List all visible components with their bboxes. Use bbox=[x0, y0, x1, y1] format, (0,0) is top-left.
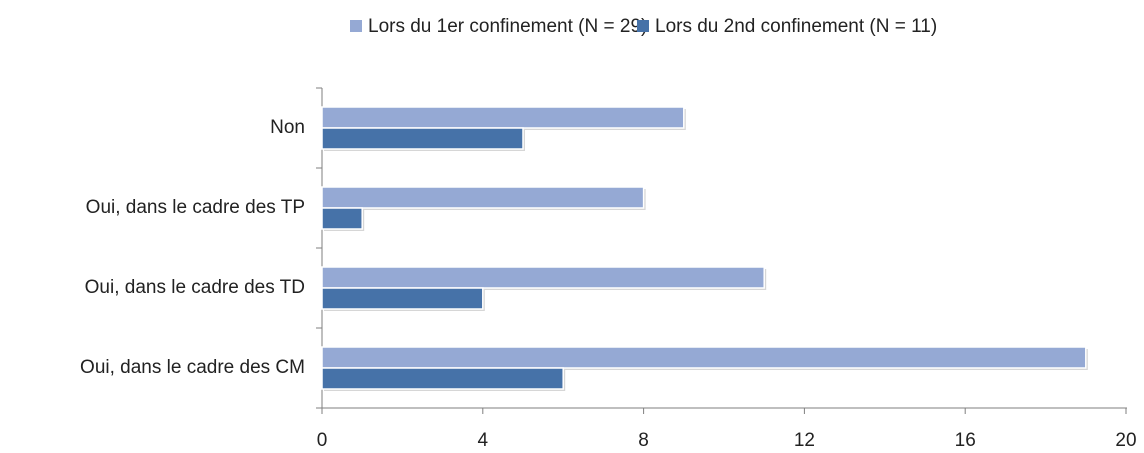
bar bbox=[321, 367, 564, 390]
bar bbox=[321, 207, 363, 230]
legend-label: Lors du 2nd confinement (N = 11) bbox=[655, 16, 937, 37]
x-tick-label: 12 bbox=[794, 430, 815, 451]
legend-swatch bbox=[637, 20, 649, 32]
x-tick-label: 8 bbox=[638, 430, 649, 451]
x-tick-label: 20 bbox=[1115, 430, 1136, 451]
bar bbox=[321, 266, 765, 289]
x-tick-label: 16 bbox=[955, 430, 976, 451]
y-tick-label: Non bbox=[270, 117, 305, 138]
x-tick-label: 4 bbox=[478, 430, 489, 451]
bar bbox=[321, 186, 645, 209]
legend-label: Lors du 1er confinement (N = 29) bbox=[368, 16, 647, 37]
bar bbox=[321, 346, 1087, 369]
legend-swatch bbox=[350, 20, 362, 32]
x-tick-label: 0 bbox=[317, 430, 328, 451]
bar bbox=[321, 287, 484, 310]
bar bbox=[321, 127, 524, 150]
y-tick-label: Oui, dans le cadre des TD bbox=[85, 277, 305, 298]
bar bbox=[321, 106, 685, 129]
y-tick-label: Oui, dans le cadre des TP bbox=[86, 197, 305, 218]
y-tick-label: Oui, dans le cadre des CM bbox=[80, 357, 305, 378]
